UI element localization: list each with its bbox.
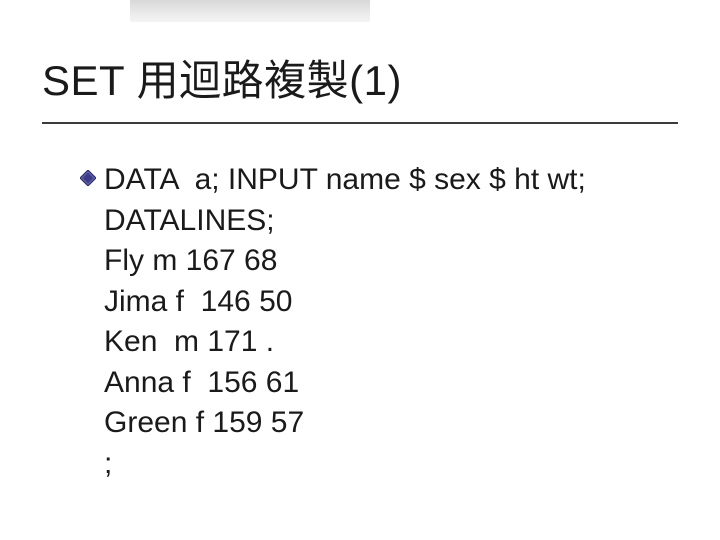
diamond-bullet-icon — [80, 160, 104, 186]
body-text: Anna f 156 61 — [104, 363, 299, 404]
body-text: Jima f 146 50 — [104, 282, 292, 323]
header-shadow — [130, 0, 370, 22]
body-area: DATA a; INPUT name $ sex $ ht wt; DATALI… — [80, 160, 680, 484]
body-text: Fly m 167 68 — [104, 241, 277, 282]
title-area: SET 用迴路複製(1) — [42, 58, 678, 124]
body-line: Ken m 171 . — [80, 322, 680, 363]
body-line: Fly m 167 68 — [80, 241, 680, 282]
body-line: Jima f 146 50 — [80, 282, 680, 323]
body-text: DATA a; INPUT name $ sex $ ht wt; — [104, 160, 586, 201]
body-text: ; — [104, 444, 112, 485]
slide: SET 用迴路複製(1) DATA a; INPUT name $ sex $ … — [0, 0, 720, 540]
body-line: ; — [80, 444, 680, 485]
slide-title: SET 用迴路複製(1) — [42, 58, 678, 104]
body-line: Anna f 156 61 — [80, 363, 680, 404]
body-line: DATALINES; — [80, 201, 680, 242]
body-text: Ken m 171 . — [104, 322, 274, 363]
body-text: Green f 159 57 — [104, 403, 304, 444]
body-text: DATALINES; — [104, 201, 275, 242]
body-line: Green f 159 57 — [80, 403, 680, 444]
body-line: DATA a; INPUT name $ sex $ ht wt; — [80, 160, 680, 201]
